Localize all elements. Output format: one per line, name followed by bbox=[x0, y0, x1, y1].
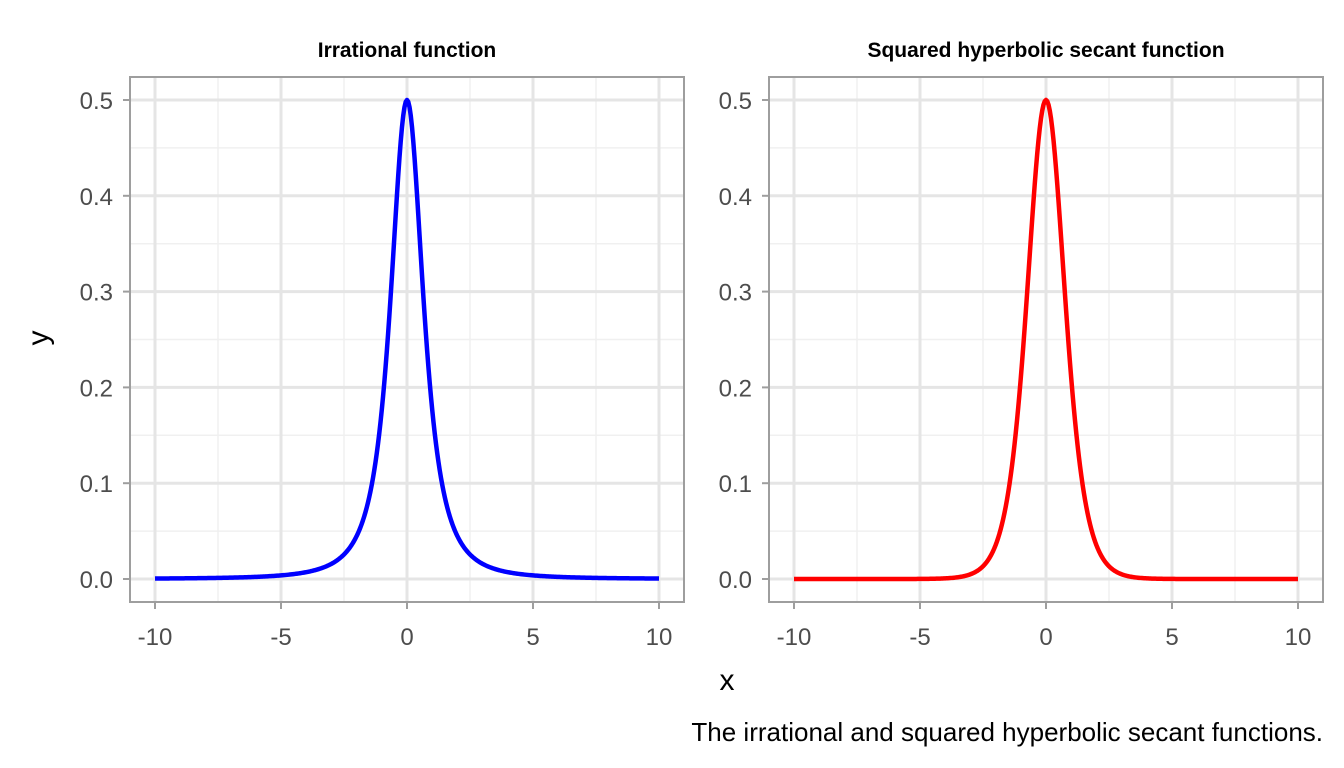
panel-title: Irrational function bbox=[318, 39, 497, 62]
figure-caption: The irrational and squared hyperbolic se… bbox=[691, 717, 1323, 747]
y-tick-label: 0.2 bbox=[719, 375, 752, 402]
gridlines bbox=[769, 77, 1323, 602]
series-line bbox=[154, 97, 660, 581]
gridlines bbox=[130, 77, 684, 602]
x-tick-label: 0 bbox=[1039, 624, 1052, 651]
panel-sech-squared: Squared hyperbolic secant function -10 -5 0… bbox=[719, 39, 1324, 651]
y-tick-label: 0.4 bbox=[719, 184, 752, 211]
y-tick-label: 0.0 bbox=[80, 567, 113, 594]
panel-irrational: Irrational function -10 -5 0 5 10 0.0 0.1 0.2 0.3… bbox=[80, 39, 685, 651]
y-axis-label: y bbox=[22, 331, 55, 346]
y-tick-label: 0.1 bbox=[719, 471, 752, 498]
x-tick-label: 0 bbox=[400, 624, 413, 651]
x-tick-label: -5 bbox=[270, 624, 291, 651]
y-tick-label: 0.1 bbox=[80, 471, 113, 498]
y-tick-label: 0.5 bbox=[80, 88, 113, 115]
y-tick-label: 0.2 bbox=[80, 375, 113, 402]
y-tick-label: 0.5 bbox=[719, 88, 752, 115]
y-tick-label: 0.3 bbox=[80, 280, 113, 307]
y-tick-label: 0.3 bbox=[719, 280, 752, 307]
y-tick-label: 0.0 bbox=[719, 567, 752, 594]
y-tick-label: 0.4 bbox=[80, 184, 113, 211]
x-tick-label: 10 bbox=[646, 624, 673, 651]
panel-title: Squared hyperbolic secant function bbox=[867, 39, 1224, 62]
x-tick-label: 5 bbox=[526, 624, 539, 651]
x-tick-label: -5 bbox=[909, 624, 930, 651]
x-tick-label: 5 bbox=[1165, 624, 1178, 651]
series-line bbox=[793, 97, 1299, 582]
x-tick-label: 10 bbox=[1285, 624, 1312, 651]
x-tick-label: -10 bbox=[138, 624, 173, 651]
x-axis-label: x bbox=[720, 664, 735, 697]
x-tick-label: -10 bbox=[777, 624, 812, 651]
